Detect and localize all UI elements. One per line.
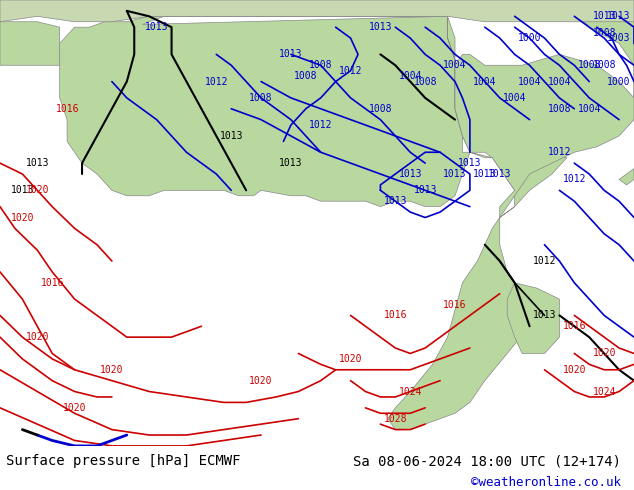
Polygon shape	[455, 54, 634, 218]
Text: 1012: 1012	[548, 147, 571, 157]
Polygon shape	[507, 283, 559, 353]
Text: 1024: 1024	[399, 387, 422, 396]
Text: 1013: 1013	[279, 49, 302, 59]
Text: 1013: 1013	[279, 158, 302, 168]
Text: 1016: 1016	[41, 278, 64, 288]
Text: 1004: 1004	[443, 60, 467, 70]
Text: 1020: 1020	[25, 332, 49, 342]
Text: 1008: 1008	[294, 71, 318, 81]
Text: 1004: 1004	[548, 76, 571, 87]
Text: 1004: 1004	[518, 76, 541, 87]
Text: 1008: 1008	[578, 60, 601, 70]
Text: 1028: 1028	[384, 414, 407, 424]
Polygon shape	[574, 0, 634, 98]
Text: 1020: 1020	[25, 185, 49, 196]
Text: 1024: 1024	[592, 387, 616, 396]
Text: 1020: 1020	[339, 354, 362, 364]
Text: 1008: 1008	[249, 93, 273, 103]
Text: Sa 08-06-2024 18:00 UTC (12+174): Sa 08-06-2024 18:00 UTC (12+174)	[353, 454, 621, 468]
Text: 1013: 1013	[219, 131, 243, 141]
Text: 1008: 1008	[309, 60, 332, 70]
Text: 1000: 1000	[607, 76, 631, 87]
Text: 1013: 1013	[488, 169, 512, 179]
Text: 1013: 1013	[399, 169, 422, 179]
Text: 1013: 1013	[413, 185, 437, 196]
Text: 1012: 1012	[309, 120, 332, 130]
Text: 1013: 1013	[443, 169, 467, 179]
Text: 1008: 1008	[592, 60, 616, 70]
Text: 1013: 1013	[25, 158, 49, 168]
Text: 1012: 1012	[533, 256, 556, 266]
Text: 1008: 1008	[548, 104, 571, 114]
Text: 1008: 1008	[413, 76, 437, 87]
Text: 1013: 1013	[11, 185, 34, 196]
Text: 1020: 1020	[63, 403, 86, 413]
Text: 1013: 1013	[592, 11, 616, 21]
Text: 1020: 1020	[100, 365, 124, 375]
Text: 1013: 1013	[145, 22, 169, 32]
Text: 1016: 1016	[562, 321, 586, 331]
Text: 1004: 1004	[578, 104, 601, 114]
Text: ©weatheronline.co.uk: ©weatheronline.co.uk	[471, 476, 621, 489]
Text: 1016: 1016	[55, 104, 79, 114]
Text: 1008: 1008	[592, 27, 616, 38]
Polygon shape	[0, 22, 60, 65]
Text: 1020: 1020	[11, 213, 34, 222]
Text: 1013: 1013	[473, 169, 496, 179]
Text: 1004: 1004	[473, 76, 496, 87]
Polygon shape	[60, 16, 567, 430]
Polygon shape	[619, 169, 634, 185]
Text: 1020: 1020	[592, 348, 616, 359]
Text: 1020: 1020	[249, 376, 273, 386]
Text: 1016: 1016	[443, 299, 467, 310]
Text: 1012: 1012	[339, 66, 362, 75]
Text: 1004: 1004	[399, 71, 422, 81]
Text: 1016: 1016	[384, 310, 407, 320]
Text: Surface pressure [hPa] ECMWF: Surface pressure [hPa] ECMWF	[6, 454, 241, 468]
Text: 1013: 1013	[533, 310, 556, 320]
Text: 1013: 1013	[458, 158, 482, 168]
Text: 1020: 1020	[562, 365, 586, 375]
Text: 1008: 1008	[368, 104, 392, 114]
Text: 1012: 1012	[205, 76, 228, 87]
Text: 1000: 1000	[518, 33, 541, 43]
Text: 1013: 1013	[384, 196, 407, 206]
Polygon shape	[0, 0, 634, 22]
Text: 1004: 1004	[503, 93, 526, 103]
Text: 1013: 1013	[607, 11, 631, 21]
Text: 1013: 1013	[368, 22, 392, 32]
Text: 1003: 1003	[607, 33, 631, 43]
Text: 1012: 1012	[562, 174, 586, 184]
